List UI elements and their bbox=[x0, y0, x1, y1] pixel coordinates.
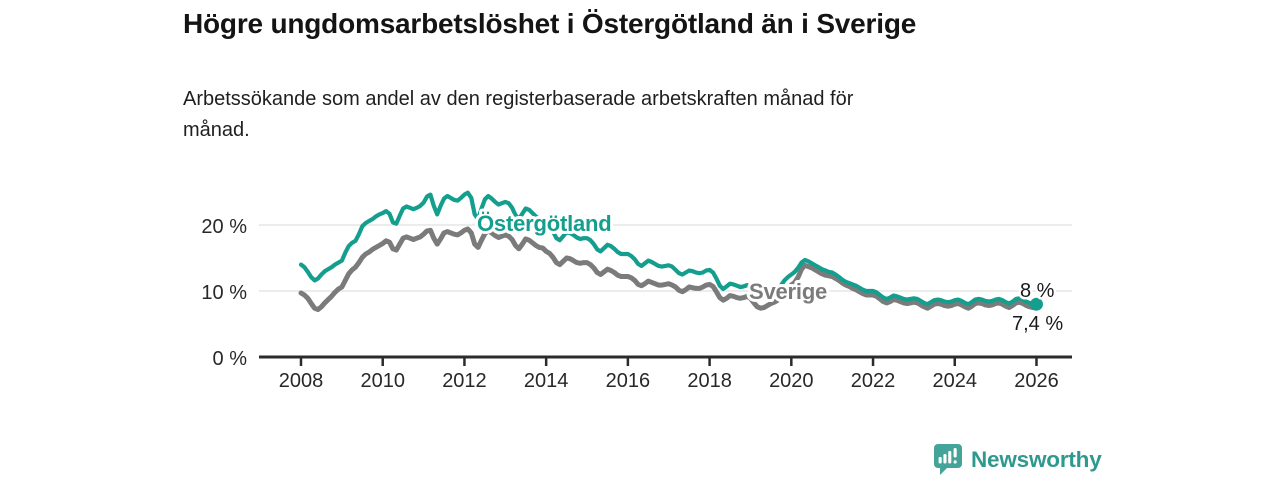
x-tick-label: 2010 bbox=[360, 370, 405, 392]
y-tick-label: 0 % bbox=[213, 348, 248, 370]
x-tick-label: 2016 bbox=[606, 370, 651, 392]
subtitle-line-1: Arbetssökande som andel av den registerb… bbox=[183, 88, 854, 110]
page-title: Högre ungdomsarbetslöshet i Östergötland… bbox=[183, 8, 917, 39]
y-tick-label: 20 % bbox=[201, 216, 247, 238]
chart-subtitle: Arbetssökande som andel av den registerb… bbox=[183, 84, 853, 146]
x-tick-label: 2012 bbox=[442, 370, 487, 392]
subtitle-line-2: månad. bbox=[183, 119, 250, 141]
x-tick-label: 2026 bbox=[1014, 370, 1059, 392]
newsworthy-brand-text: Newsworthy bbox=[971, 446, 1102, 472]
series-lines bbox=[298, 190, 1043, 312]
y-tick-label: 10 % bbox=[201, 282, 247, 304]
x-tick-label: 2022 bbox=[851, 370, 896, 392]
x-tick-label: 2018 bbox=[687, 370, 732, 392]
series-end-dot bbox=[1029, 297, 1043, 311]
x-tick-label: 2014 bbox=[524, 370, 569, 392]
series-line-ostergotland bbox=[298, 190, 1039, 307]
chart-labels: Östergötland Sverige 8 % 7,4 % bbox=[474, 208, 1066, 338]
series-line-sverige bbox=[298, 226, 1039, 312]
end-value-label-ostergotland: 8 % bbox=[1020, 280, 1055, 302]
series-label-ostergotland: Östergötland bbox=[477, 211, 612, 236]
x-tick-label: 2008 bbox=[279, 370, 324, 392]
axes: 0 % 10 % 20 % 2008 2010 2012 2014 2016 2018 2020 2… bbox=[201, 216, 1072, 392]
newsworthy-logo-icon bbox=[934, 444, 962, 475]
x-tick-label: 2024 bbox=[933, 370, 978, 392]
gridlines bbox=[259, 224, 1072, 292]
x-tick-label: 2020 bbox=[769, 370, 814, 392]
series-label-sverige: Sverige bbox=[749, 279, 827, 304]
end-value-label-sverige: 7,4 % bbox=[1012, 313, 1063, 335]
newsworthy-brand-link[interactable]: Newsworthy bbox=[934, 444, 1102, 475]
